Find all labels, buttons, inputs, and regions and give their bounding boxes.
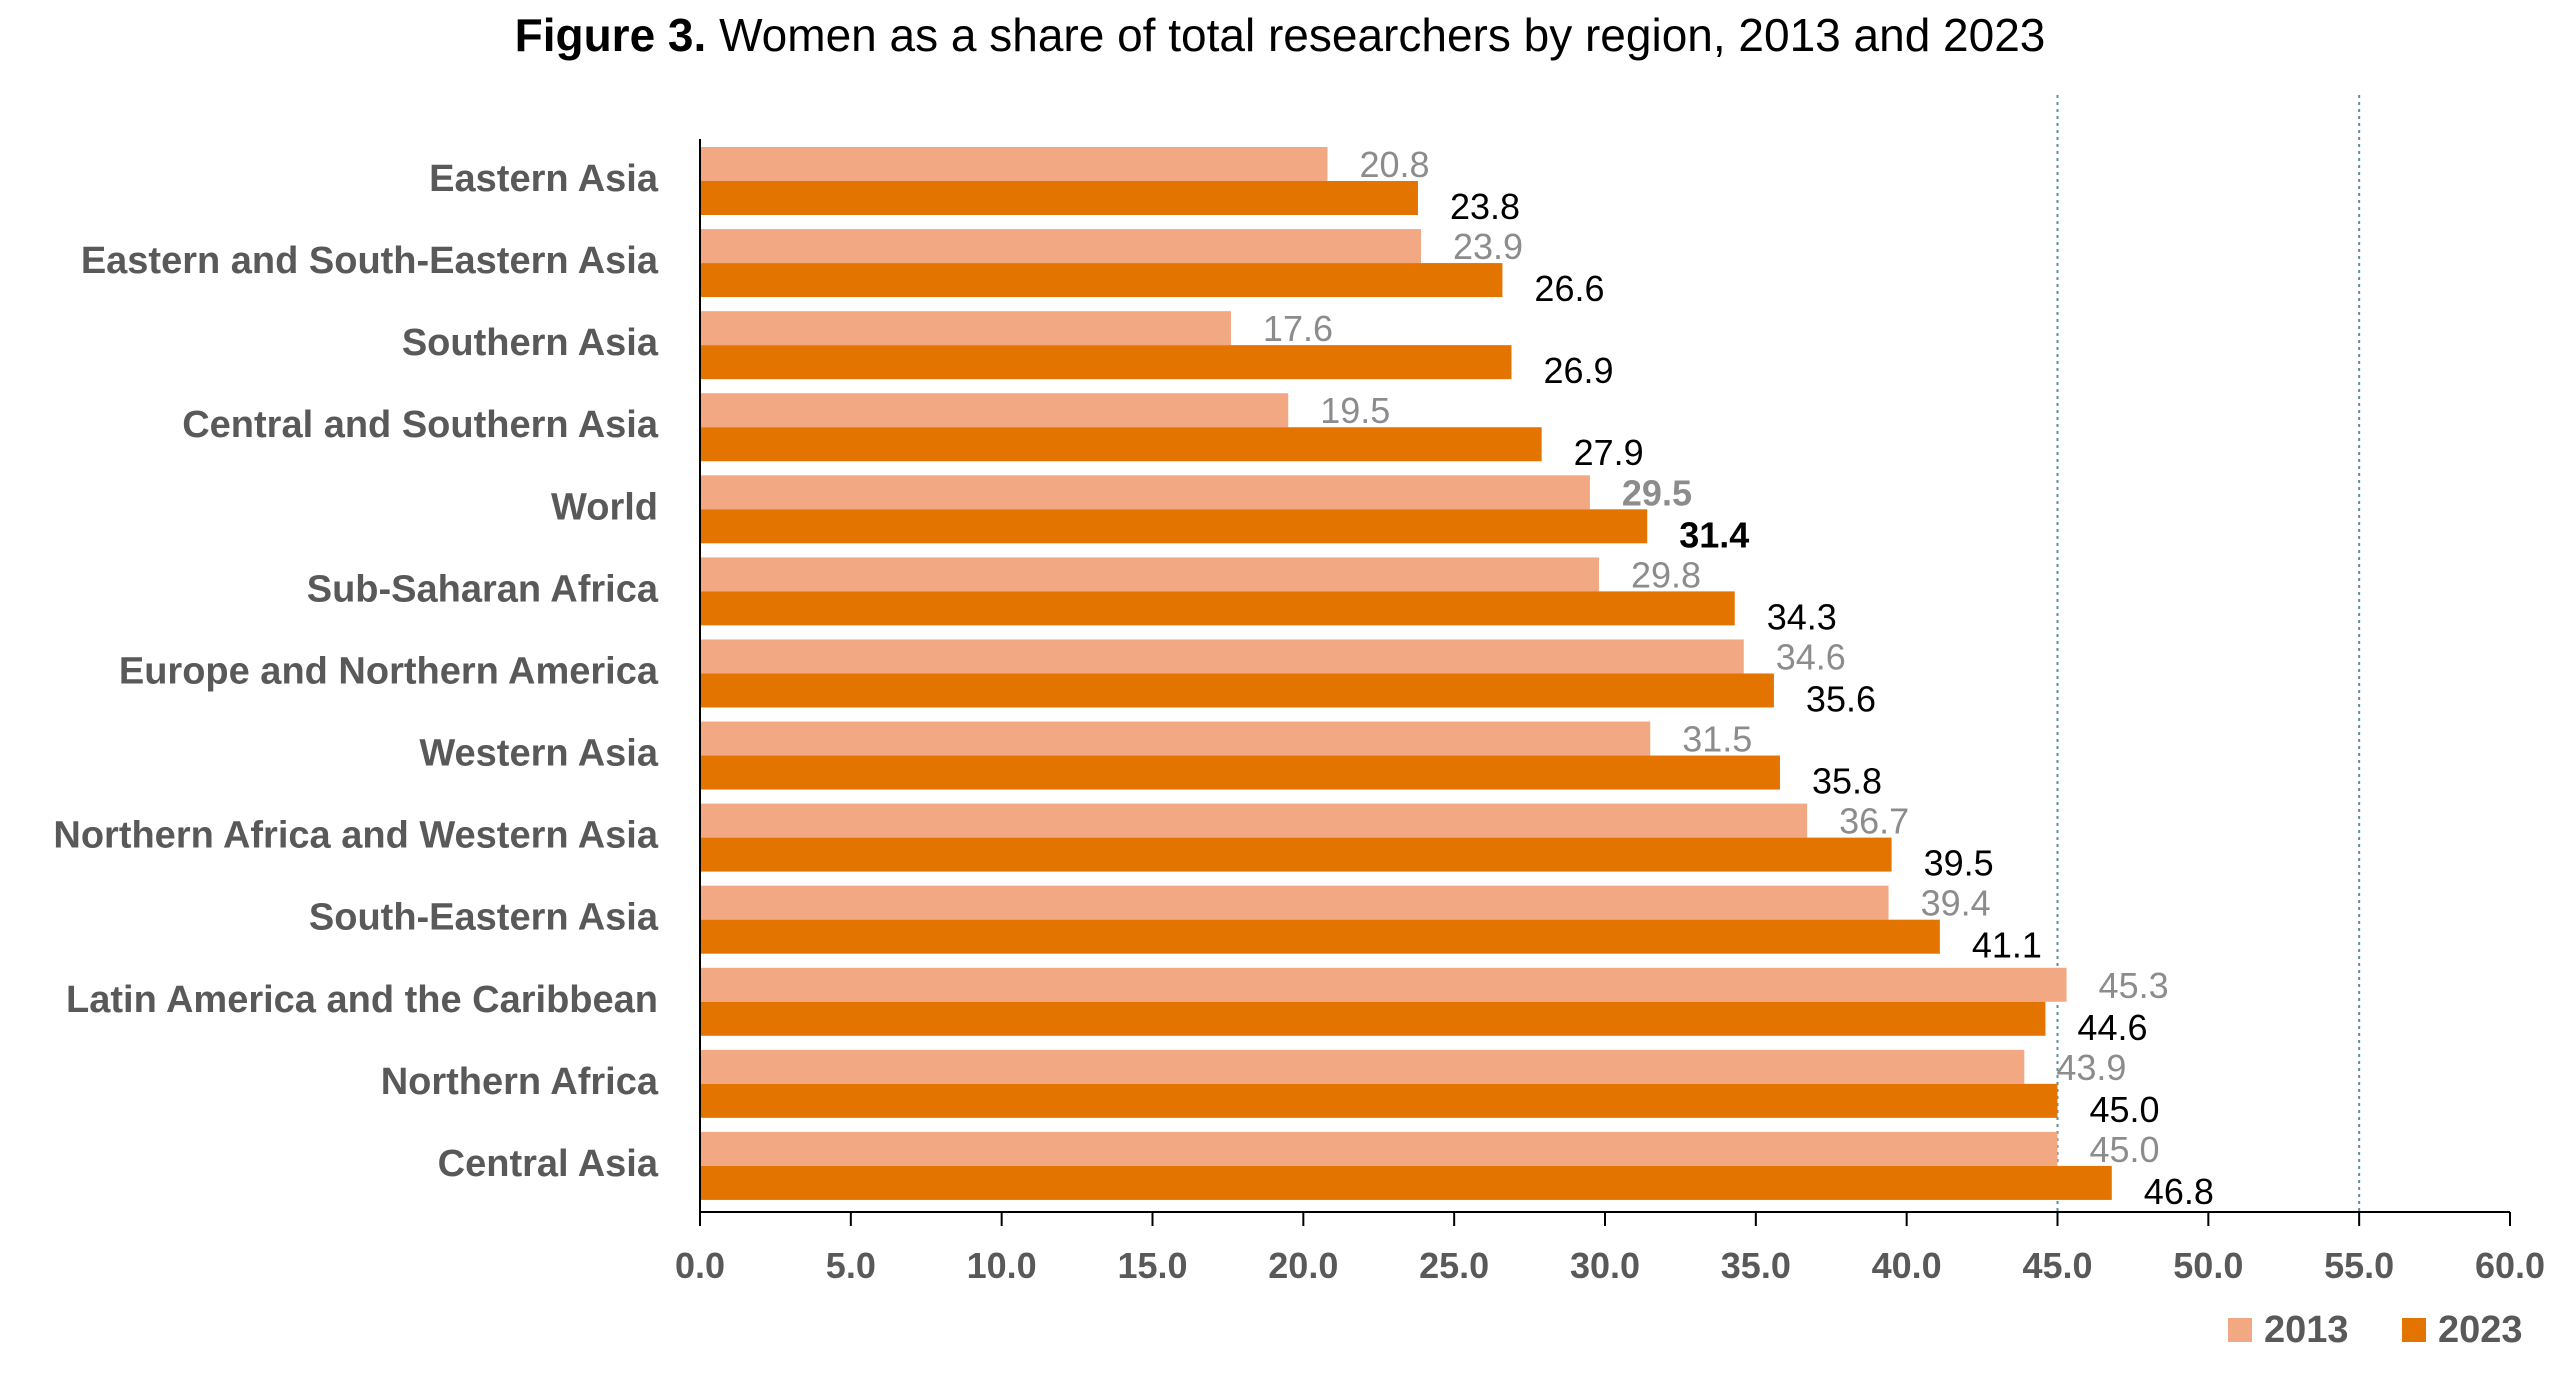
value-label-2023: 26.9 [1543,350,1613,391]
bar-2013 [700,1049,2025,1084]
value-label-2023: 26.6 [1534,268,1604,309]
x-tick-label: 15.0 [1117,1245,1187,1286]
x-tick-label: 40.0 [1872,1245,1942,1286]
category-label: Western Asia [419,733,659,775]
bar-2023 [700,427,1542,462]
category-label: Eastern and South-Eastern Asia [81,240,659,282]
bar-2013 [700,721,1651,756]
x-tick-label: 45.0 [2022,1245,2092,1286]
category-label: Eastern Asia [429,158,659,200]
bar-2023 [700,1083,2058,1118]
category-label: World [551,486,658,528]
bar-2023 [700,755,1780,790]
legend-label-2013: 2013 [2264,1309,2349,1351]
category-label: Southern Asia [402,322,659,364]
category-label: Sub-Saharan Africa [307,568,659,610]
value-label-2013: 45.3 [2099,965,2169,1006]
category-label: South-Eastern Asia [309,897,659,939]
bar-2013 [700,1131,2058,1166]
value-label-2013: 19.5 [1320,390,1390,431]
value-label-2013: 29.8 [1631,554,1701,595]
bar-2013 [700,885,1889,920]
value-label-2023: 39.5 [1924,843,1994,884]
category-label: Northern Africa and Western Asia [53,815,658,857]
category-label: Central Asia [438,1143,659,1185]
bar-2013 [700,557,1599,592]
value-labels: 20.8 23.823.9 26.6 17.6 26.9 19.5 27.929.531.4… [1263,144,2214,1212]
bar-2013 [700,639,1744,674]
x-tick-label: 20.0 [1268,1245,1338,1286]
value-label-2023: 46.8 [2144,1171,2214,1212]
x-tick-label: 55.0 [2324,1245,2394,1286]
value-label-2013: 36.7 [1839,801,1909,842]
category-label: Latin America and the Caribbean [66,979,658,1021]
legend-swatch-2013 [2228,1318,2252,1342]
bar-2023 [700,345,1512,380]
value-label-2013: 20.8 [1359,144,1429,185]
value-label-2023: 41.1 [1972,925,2042,966]
legend-label-2023: 2023 [2438,1309,2523,1351]
x-axis-ticks: 0.0 5.0 10.0 15.0 20.0 25.0 30.0 35.0 40.0 45.0 50… [675,1212,2545,1286]
bar-2023 [700,181,1418,215]
value-label-2013: 23.9 [1453,226,1523,267]
x-tick-label: 30.0 [1570,1245,1640,1286]
category-label: Europe and Northern America [119,650,659,692]
category-label: Northern Africa [381,1061,659,1103]
x-tick-label: 25.0 [1419,1245,1489,1286]
value-label-2013: 31.5 [1682,719,1752,760]
value-label-2013: 29.5 [1622,472,1692,513]
value-label-2023: 27.9 [1574,432,1644,473]
bar-2013 [700,803,1808,838]
x-tick-label: 10.0 [967,1245,1037,1286]
legend-swatch-2023 [2402,1318,2426,1342]
bar-2023 [700,1165,2112,1200]
value-label-2013: 34.6 [1776,636,1846,677]
value-label-2013: 43.9 [2056,1047,2126,1088]
bar-2013 [700,147,1328,181]
bar-2013 [700,393,1289,428]
value-label-2013: 17.6 [1263,308,1333,349]
legend: 2013 2023 [2228,1309,2523,1351]
bar-2013 [700,967,2067,1002]
bar-2013 [700,475,1590,510]
bar-2023 [700,509,1648,544]
bar-2023 [700,919,1940,954]
value-label-2023: 35.6 [1806,678,1876,719]
bar-2023 [700,263,1503,298]
value-label-2023: 31.4 [1679,514,1749,555]
value-label-2013: 45.0 [2090,1129,2160,1170]
value-label-2023: 45.0 [2090,1089,2160,1130]
bar-2023 [700,1001,2046,1036]
value-label-2023: 34.3 [1767,596,1837,637]
category-labels: Eastern Asia Eastern and South-Eastern As… [53,158,658,1185]
bar-2023 [700,591,1735,626]
bar-2013 [700,311,1231,346]
x-tick-label: 0.0 [675,1245,725,1286]
category-label: Central and Southern Asia [182,404,659,446]
x-tick-label: 35.0 [1721,1245,1791,1286]
value-label-2023: 23.8 [1450,186,1520,227]
value-label-2023: 35.8 [1812,761,1882,802]
bar-2023 [700,673,1774,708]
figure-title: Women as a share of total researchers by… [719,9,2046,61]
x-tick-label: 5.0 [826,1245,876,1286]
bar-2013 [700,229,1421,264]
value-label-2013: 39.4 [1921,883,1991,924]
value-label-2023: 44.6 [2077,1007,2147,1048]
figure-label: Figure 3. [514,9,707,61]
x-tick-label: 60.0 [2475,1245,2545,1286]
bars [700,147,2112,1200]
chart-title: Figure 3. Women as a share of total rese… [0,8,2560,62]
bar-2023 [700,837,1892,872]
x-tick-label: 50.0 [2173,1245,2243,1286]
